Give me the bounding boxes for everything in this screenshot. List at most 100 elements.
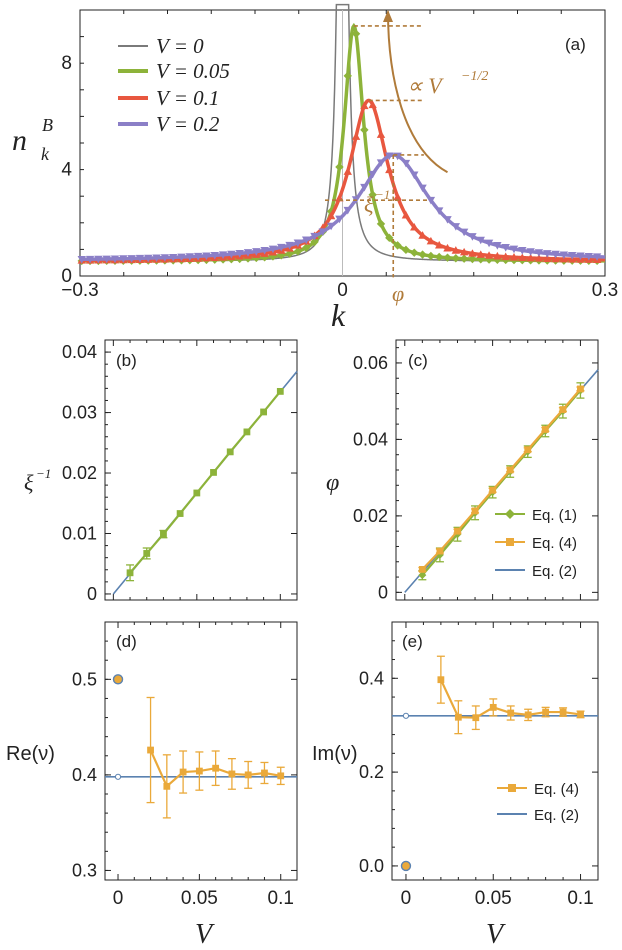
data-point-Eq4 — [559, 406, 567, 413]
marker-V01 — [401, 210, 411, 219]
marker-V01 — [543, 254, 552, 262]
marker-V02 — [335, 215, 344, 224]
special-point-open — [402, 712, 410, 719]
marker-V02 — [127, 255, 136, 263]
marker-V005 — [368, 190, 377, 200]
data-point-Eq4 — [195, 767, 203, 775]
data-point-Eq4 — [472, 714, 480, 722]
marker-V01 — [534, 254, 544, 262]
special-point-open — [114, 773, 122, 780]
marker-V01 — [493, 251, 502, 260]
data-point-Eq1 — [226, 448, 234, 456]
marker-V005 — [459, 254, 469, 263]
panel-a-legend: V = 0 V = 0.05 V = 0.1 V = 0.2 — [118, 34, 230, 136]
marker-V005 — [293, 247, 303, 256]
xi-exponent: −1 — [375, 187, 390, 202]
legend-c-marker-eq4 — [506, 538, 514, 546]
special-point-filled — [112, 674, 124, 685]
data-point-Eq4 — [163, 782, 171, 790]
marker-V02 — [459, 228, 469, 237]
phi-annotation: φ — [392, 281, 404, 306]
x-tick-label: 0.1 — [567, 888, 593, 909]
marker-V02 — [534, 249, 544, 257]
scaling-annotation: ∝ V — [407, 73, 444, 98]
data-point-Eq1 — [176, 510, 184, 517]
marker-V02 — [135, 254, 145, 263]
data-point-Eq4 — [559, 708, 567, 716]
marker-V005 — [434, 252, 444, 262]
marker-V01 — [484, 251, 494, 259]
data-point-Eq4 — [437, 676, 445, 684]
marker-V01 — [343, 167, 352, 175]
series-line-Eq4 — [421, 388, 582, 571]
marker-V01 — [509, 253, 519, 261]
panel-a-label: (a) — [565, 35, 586, 54]
marker-V02 — [77, 255, 86, 264]
scaling-arrow — [387, 11, 448, 174]
legend-e-label-eq4: Eq. (4) — [534, 781, 579, 798]
panel-e-frame — [391, 621, 599, 881]
legend-c-label-eq2: Eq. (2) — [532, 563, 577, 580]
legend-c-label-eq1: Eq. (1) — [532, 507, 577, 524]
legend-label-v01: V = 0.1 — [156, 86, 219, 110]
marker-V005 — [285, 249, 294, 258]
marker-V02 — [567, 252, 577, 260]
marker-V005 — [360, 125, 369, 135]
marker-V02 — [376, 159, 386, 167]
marker-V005 — [301, 243, 311, 252]
panel-c-ylabel: φ — [326, 470, 339, 496]
x-tick-label: 0.05 — [181, 888, 218, 909]
data-point-Eq4 — [542, 708, 550, 716]
marker-V01 — [434, 240, 444, 249]
marker-V01 — [551, 254, 560, 263]
x-tick-label: 0 — [337, 280, 348, 301]
marker-V02 — [418, 184, 427, 193]
marker-V02 — [268, 245, 278, 254]
data-point-Eq4 — [507, 709, 515, 717]
y-tick-label: 0 — [61, 266, 72, 287]
y-tick-label: 0.02 — [62, 463, 97, 483]
marker-V01 — [459, 247, 469, 256]
marker-V02 — [360, 183, 369, 192]
marker-V02 — [518, 247, 527, 255]
y-tick-label: 0.4 — [72, 765, 97, 785]
y-tick-label: 0.5 — [72, 669, 97, 689]
marker-V01 — [410, 222, 419, 231]
legend-e-marker-eq4 — [508, 784, 516, 792]
marker-V01 — [393, 192, 402, 201]
marker-V02 — [426, 196, 436, 205]
legend-c-marker-eq1 — [505, 509, 515, 519]
marker-V01 — [376, 130, 386, 138]
marker-V005 — [418, 250, 427, 259]
panel-a-annotations — [325, 10, 448, 278]
data-point-Eq4 — [147, 746, 154, 754]
marker-V005 — [385, 233, 394, 243]
panel-a-curves — [77, 3, 606, 266]
marker-V02 — [484, 239, 494, 248]
panel-d: (d) Re(ν) V 0 0.05 0.1 0.3 0.4 0.5 — [6, 621, 298, 950]
panel-b-ylabel: ξ — [24, 470, 34, 495]
data-point-Eq4 — [179, 768, 187, 776]
marker-V02 — [343, 206, 352, 215]
panel-d-ylabel: Re(ν) — [6, 743, 55, 765]
marker-V02 — [177, 253, 186, 262]
panel-d-label: (d) — [116, 632, 137, 651]
data-point-Eq1 — [276, 387, 284, 395]
marker-V005 — [343, 71, 352, 81]
y-tick-label: 0.04 — [62, 342, 97, 362]
panel-e: (e) Im(ν) V 0 0.05 0.1 0.0 0.2 0.4 Eq. (4) Eq… — [312, 621, 599, 950]
y-tick-label: 0.0 — [359, 856, 384, 876]
marker-V02 — [218, 251, 228, 259]
panel-b-plot: 0 0.01 0.02 0.03 0.04 — [62, 340, 298, 604]
marker-V02 — [410, 171, 419, 180]
marker-V01 — [351, 132, 361, 140]
marker-V005 — [401, 245, 411, 255]
panel-d-xlabel: V — [195, 919, 215, 950]
scaling-arrow-head — [383, 10, 393, 22]
y-tick-label: 4 — [61, 160, 72, 181]
special-point-filled — [400, 860, 412, 872]
marker-V02 — [543, 250, 552, 258]
panel-e-plot: 0 0.05 0.1 0.0 0.2 0.4 — [359, 621, 598, 909]
